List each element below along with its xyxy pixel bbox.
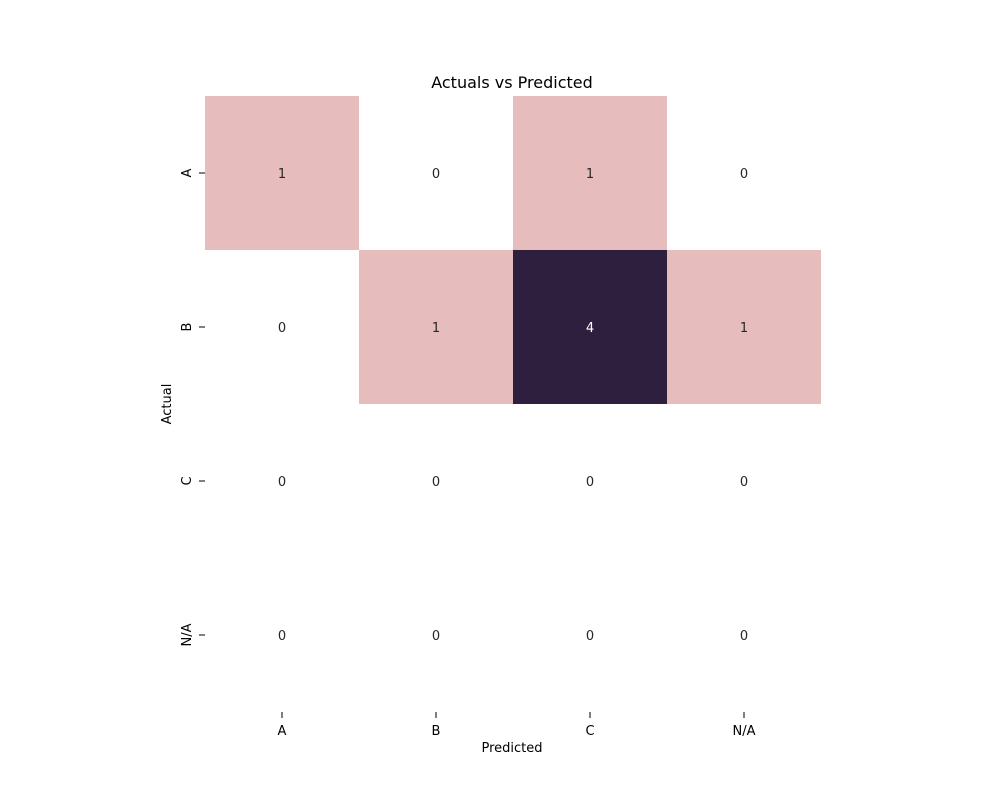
heatmap-cell — [359, 404, 513, 558]
y-tick-label: N/A — [180, 623, 195, 646]
heatmap-cell-value: 1 — [278, 167, 286, 182]
heatmap-cell — [359, 250, 513, 404]
heatmap-cell-value: 0 — [432, 475, 440, 490]
y-axis-ticks: A B C N/A — [180, 168, 205, 647]
x-tick-label: N/A — [733, 724, 756, 739]
heatmap-cell — [205, 250, 359, 404]
heatmap-cell — [205, 558, 359, 712]
y-axis-label: Actual — [160, 384, 175, 425]
heatmap-cell-value: 0 — [278, 629, 286, 644]
heatmap-cell-value: 0 — [586, 475, 594, 490]
heatmap-cell-value: 1 — [740, 321, 748, 336]
heatmap-cell-value: 0 — [740, 167, 748, 182]
heatmap-cell — [205, 96, 359, 250]
heatmap-cell-value: 4 — [586, 321, 594, 336]
y-tick-label: C — [180, 476, 195, 485]
x-axis-ticks: A B C N/A — [278, 712, 756, 739]
heatmap-cell-value: 0 — [432, 167, 440, 182]
heatmap-cell-value: 0 — [586, 629, 594, 644]
heatmap-cell — [359, 96, 513, 250]
heatmap-cell — [667, 558, 821, 712]
heatmap-cell — [667, 250, 821, 404]
heatmap-cell — [513, 250, 667, 404]
heatmap-cell — [513, 96, 667, 250]
heatmap-cell-value: 0 — [740, 475, 748, 490]
heatmap-cell — [359, 558, 513, 712]
heatmap-cell-value: 1 — [586, 167, 594, 182]
heatmap-cell — [513, 558, 667, 712]
heatmap-cell-value: 1 — [432, 321, 440, 336]
y-tick-label: A — [180, 168, 195, 177]
chart-title: Actuals vs Predicted — [431, 73, 593, 92]
y-tick-label: B — [180, 323, 195, 332]
heatmap-cells: 1 0 1 0 0 1 4 1 0 0 0 0 0 0 0 0 — [205, 96, 821, 712]
heatmap-cell — [667, 96, 821, 250]
x-tick-label: B — [432, 724, 441, 739]
heatmap-cell-value: 0 — [740, 629, 748, 644]
heatmap-cell-value: 0 — [278, 321, 286, 336]
heatmap-cell — [513, 404, 667, 558]
heatmap-cell-value: 0 — [432, 629, 440, 644]
heatmap-cell — [667, 404, 821, 558]
x-tick-label: C — [585, 724, 594, 739]
x-axis-label: Predicted — [481, 741, 542, 756]
x-tick-label: A — [278, 724, 287, 739]
heatmap-cell — [205, 404, 359, 558]
heatmap-cell-value: 0 — [278, 475, 286, 490]
